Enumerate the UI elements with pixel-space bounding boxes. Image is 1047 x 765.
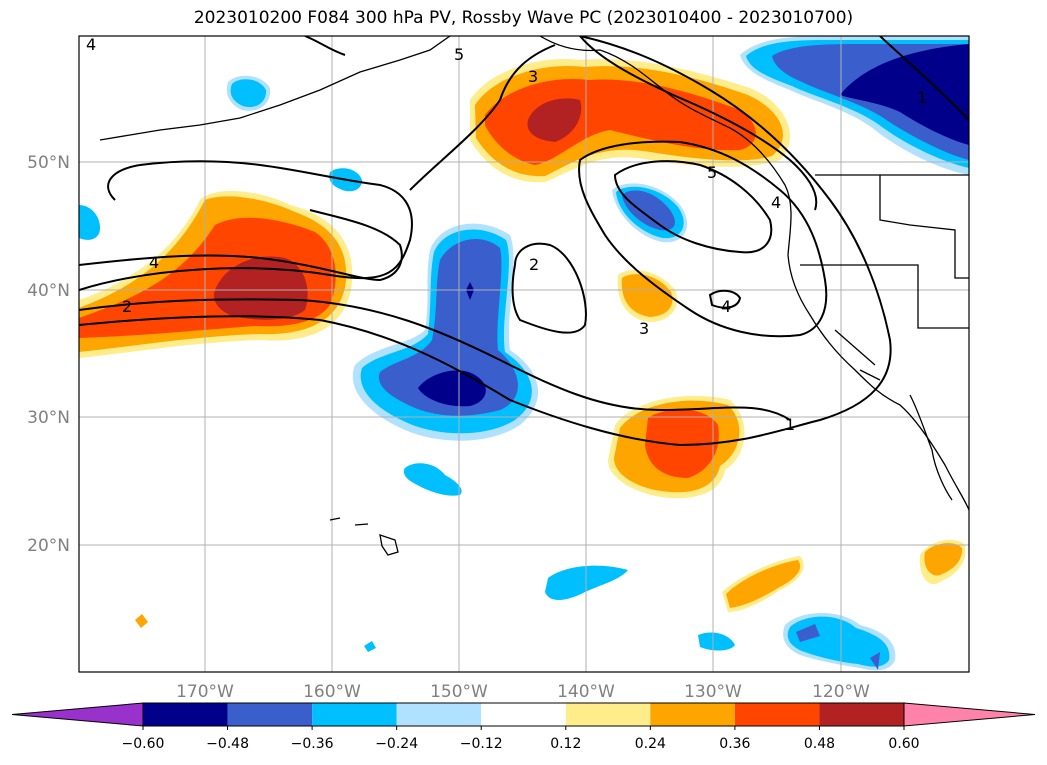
gridlines (79, 36, 969, 672)
lat-label: 40°N (27, 281, 70, 301)
colorbar-label: 0.60 (888, 736, 919, 752)
colorbar-label: 0.36 (719, 736, 750, 752)
colorbar-label: 0.24 (635, 736, 666, 752)
colorbar-swatch (312, 703, 397, 726)
colorbar-label: 0.48 (804, 736, 835, 752)
contour-6 (511, 242, 587, 334)
contour-label: 1 (785, 415, 795, 434)
contour-label: 5 (707, 163, 717, 182)
contour-label: 1 (917, 88, 927, 107)
contour-2 (79, 36, 892, 447)
lat-label: 50°N (27, 153, 70, 173)
latitude-labels: 50°N 40°N 30°N 20°N (27, 153, 70, 556)
colorbar-label: 0.12 (550, 736, 581, 752)
colorbar-swatch (734, 703, 820, 726)
map-title: 2023010200 F084 300 hPa PV, Rossby Wave … (193, 8, 854, 28)
contour-10 (579, 36, 818, 211)
contour-5 (409, 44, 556, 191)
contour-label: 4 (771, 193, 781, 212)
lon-label: 170°W (176, 682, 234, 702)
colorbar-swatch (819, 703, 904, 726)
contour-1 (79, 298, 791, 421)
map-frame (78, 35, 970, 673)
longitude-labels: 170°W 160°W 150°W 140°W 130°W 120°W (176, 682, 870, 702)
contour-9 (708, 289, 742, 309)
contour-4 (79, 209, 403, 282)
lat-label: 20°N (27, 536, 70, 556)
colorbar-label: −0.12 (460, 736, 503, 752)
lon-label: 140°W (557, 682, 615, 702)
contour-label: 3 (528, 67, 538, 86)
lon-label: 120°W (812, 682, 870, 702)
contour-label: 4 (86, 35, 96, 54)
contour-label: 3 (639, 319, 649, 338)
colorbar-swatch (481, 703, 566, 726)
colorbar-extend-left (11, 702, 144, 727)
colorbar-swatch (396, 703, 482, 726)
colorbar-label: −0.36 (291, 736, 334, 752)
contour-3 (79, 160, 413, 291)
colorbar-extend-right (903, 702, 1036, 727)
contour-labels: 4 5 3 1 5 4 4 2 2 4 3 1 (86, 35, 927, 434)
coastlines (99, 36, 969, 556)
contour-label: 5 (454, 45, 464, 64)
colorbar-swatch (143, 703, 228, 726)
colorbar-swatch (650, 703, 735, 726)
colorbar-swatch (227, 703, 313, 726)
contour-label: 4 (149, 253, 159, 272)
lon-label: 130°W (684, 682, 742, 702)
colorbar-label: −0.60 (122, 736, 165, 752)
contour-8 (613, 160, 773, 254)
contour-12 (304, 36, 346, 56)
colorbar-swatch (565, 703, 651, 726)
lat-label: 30°N (27, 408, 70, 428)
lon-label: 160°W (303, 682, 361, 702)
contour-label: 2 (122, 297, 132, 316)
colorbar-label: −0.48 (206, 736, 249, 752)
pv-contours (79, 36, 969, 447)
colorbar-frame (142, 702, 905, 727)
colorbar: −0.60 −0.48 −0.36 −0.24 −0.12 0.12 0.24 0.36 0.4… (11, 702, 1036, 752)
colorbar-label: −0.24 (375, 736, 418, 752)
contour-label: 4 (721, 297, 731, 316)
contour-7 (578, 140, 828, 338)
contour-11 (879, 36, 969, 121)
lon-label: 150°W (430, 682, 488, 702)
contour-label: 2 (529, 255, 539, 274)
